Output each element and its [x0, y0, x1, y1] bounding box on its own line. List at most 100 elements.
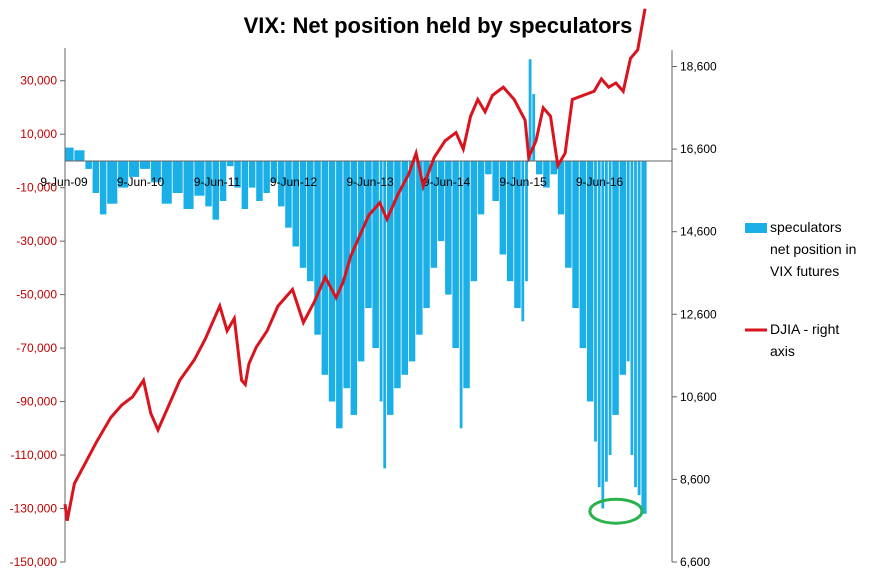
bar [401, 160, 408, 375]
bar [212, 160, 219, 220]
bar [321, 160, 329, 375]
bar [514, 160, 521, 308]
bar [314, 160, 321, 335]
legend-line-label: DJIA - right axis [770, 321, 843, 359]
bar [263, 160, 270, 193]
legend-swatch-bar [745, 223, 767, 233]
left-tick-label: -130,000 [10, 502, 58, 516]
bar [379, 160, 383, 402]
bar [92, 160, 100, 193]
bar [470, 160, 478, 282]
bar [572, 160, 579, 308]
bar [408, 160, 416, 362]
bar [74, 150, 85, 161]
bar [532, 94, 536, 161]
bar [630, 160, 634, 455]
left-tick-label: -150,000 [10, 555, 58, 569]
bar [285, 160, 292, 228]
bar [430, 160, 438, 268]
left-tick-label: -90,000 [16, 395, 57, 409]
bar [521, 160, 525, 322]
right-tick-label: 18,600 [680, 60, 717, 74]
bar [477, 160, 485, 215]
left-tick-label: -10,000 [16, 181, 57, 195]
x-tick-label: 9-Jun-10 [117, 175, 165, 189]
axes [60, 48, 677, 563]
right-tick-label: 12,600 [680, 307, 717, 321]
bar [85, 160, 92, 169]
bar [601, 160, 605, 509]
x-tick-label: 9-Jun-13 [346, 175, 394, 189]
bar [416, 160, 423, 335]
bar [594, 160, 597, 442]
bar [459, 160, 463, 429]
djia-line [63, 8, 647, 521]
x-tick-label: 9-Jun-16 [576, 175, 624, 189]
bar [485, 160, 492, 175]
right-tick-label: 10,600 [680, 390, 717, 404]
bar [365, 160, 372, 308]
highlight-ellipse [588, 497, 644, 525]
bar [597, 160, 601, 488]
bar [579, 160, 587, 349]
bar [550, 160, 557, 175]
bar [270, 160, 278, 183]
bar [256, 160, 263, 201]
bar [248, 160, 256, 188]
bar [107, 160, 118, 204]
right-tick-label: 16,600 [680, 142, 717, 156]
bar [150, 160, 161, 183]
bar [99, 160, 107, 215]
bar [605, 160, 608, 482]
bar [129, 160, 140, 177]
bar [278, 160, 285, 207]
bar [172, 160, 183, 193]
bar [205, 160, 212, 207]
bar-series [65, 59, 647, 514]
bar [619, 160, 627, 375]
right-tick-label: 14,600 [680, 225, 717, 239]
bar [372, 160, 379, 349]
bar [543, 160, 550, 188]
bar [394, 160, 401, 389]
right-tick-label: 6,600 [680, 555, 710, 569]
legend-bar-label: speculators net position in VIX futures [770, 219, 860, 279]
bar [234, 160, 241, 188]
bar [445, 160, 452, 295]
bar [307, 160, 314, 282]
bar [634, 160, 637, 488]
bar [139, 160, 150, 169]
bar [383, 160, 387, 469]
x-tick-label: 9-Jun-11 [194, 175, 241, 189]
bar [499, 160, 507, 255]
bar [557, 160, 565, 215]
bar [292, 160, 299, 247]
x-tick-label: 9-Jun-14 [423, 175, 471, 189]
left-tick-label: 10,000 [20, 127, 57, 141]
left-tick-label: -50,000 [16, 288, 57, 302]
left-tick-label: 30,000 [20, 74, 57, 88]
bar [328, 160, 336, 402]
bar [452, 160, 459, 349]
bar [586, 160, 594, 402]
bar [536, 160, 543, 175]
bar [626, 160, 630, 362]
bar [637, 160, 641, 496]
bar [565, 160, 572, 268]
bar [194, 160, 205, 196]
bar [525, 160, 528, 282]
bar [227, 160, 234, 167]
bar [463, 160, 470, 389]
bar [506, 160, 514, 282]
bar [492, 160, 499, 201]
right-tick-label: 8,600 [680, 472, 710, 486]
bar [241, 160, 249, 209]
tick-labels: 30,000 10,000 -10,000 -30,000 -50,000 -70,000… [10, 60, 717, 569]
bar [161, 160, 172, 204]
bar [608, 160, 612, 455]
bar [219, 160, 227, 201]
chart-title: VIX: Net position held by speculators [244, 13, 633, 38]
bar [437, 160, 445, 242]
bar [357, 160, 365, 362]
bar [641, 160, 647, 514]
